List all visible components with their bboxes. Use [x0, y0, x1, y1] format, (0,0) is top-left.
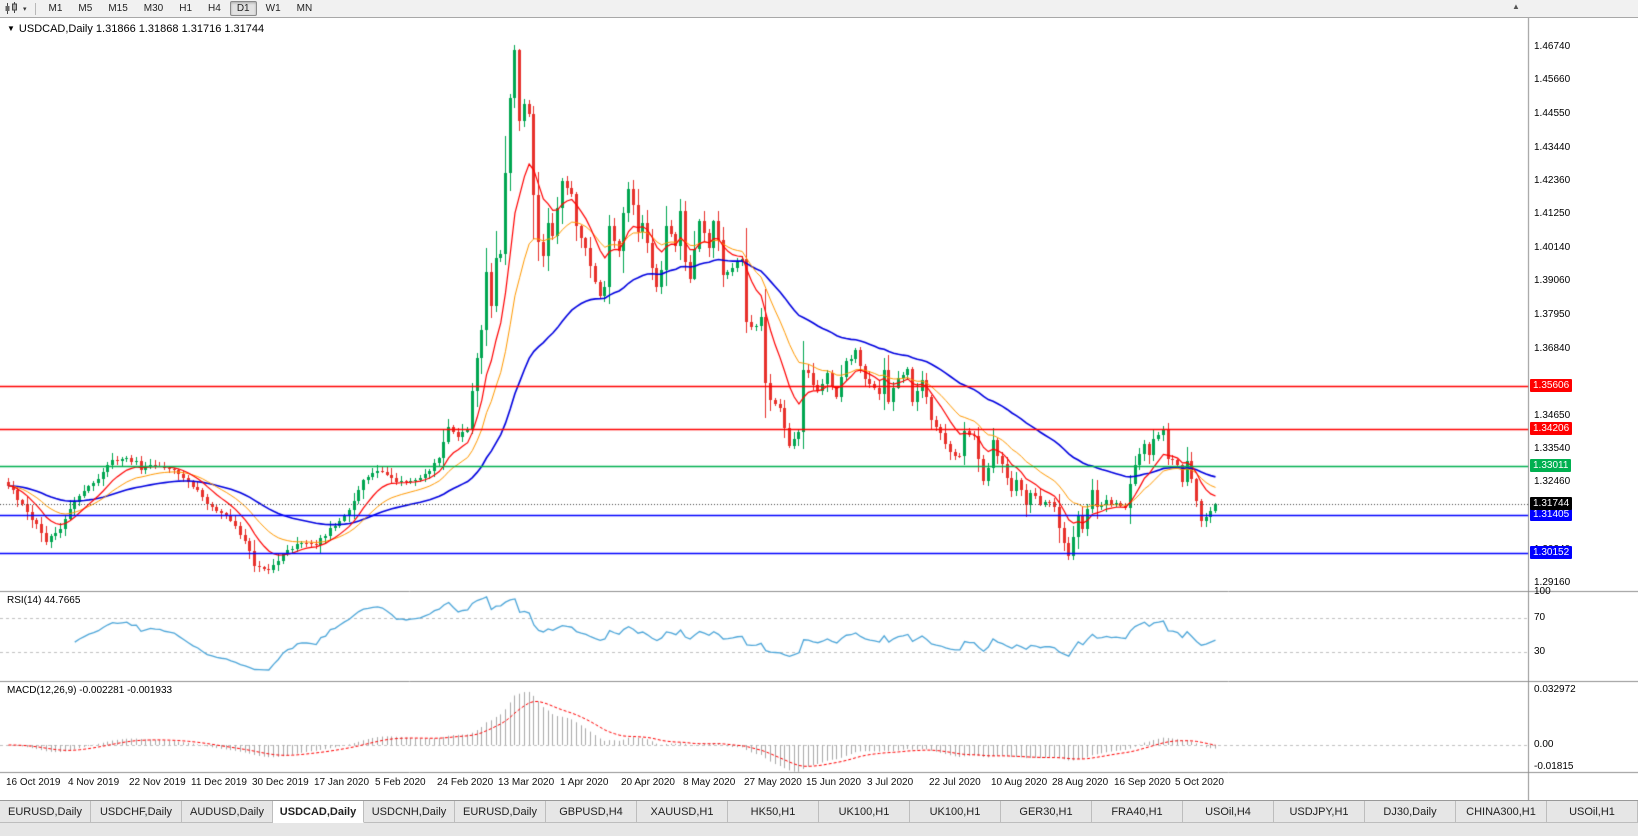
price-axis-label: 1.29160 [1534, 577, 1571, 588]
chart-tab-14-usdjpy-h1[interactable]: USDJPY,H1 [1274, 801, 1365, 823]
macd-axis-label: -0.01815 [1534, 761, 1574, 772]
rsi-indicator-label: RSI(14) 44.7665 [7, 595, 81, 606]
price-level-badge: 1.31405 [1530, 508, 1573, 521]
timeframe-button-d1[interactable]: D1 [229, 1, 257, 16]
price-level-badge: 1.35606 [1530, 379, 1573, 392]
chart-title: ▼ USDCAD,Daily 1.31866 1.31868 1.31716 1.… [7, 23, 264, 35]
price-axis-label: 1.33540 [1534, 443, 1571, 454]
price-axis-label: 1.41250 [1534, 208, 1571, 219]
macd-axis-label: 0.032972 [1534, 684, 1576, 695]
macd-axis-label: 0.00 [1534, 739, 1554, 750]
chart-type-icon[interactable] [4, 1, 22, 16]
timeframe-button-h1[interactable]: H1 [179, 3, 193, 14]
chart-tab-10-uk100-h1[interactable]: UK100,H1 [910, 801, 1001, 823]
timeframe-button-m15[interactable]: M15 [108, 3, 128, 14]
toolbar-separator [34, 2, 36, 15]
price-axis-label: 1.37950 [1534, 309, 1571, 320]
timeframe-button-h4[interactable]: H4 [208, 3, 221, 14]
timeframe-buttons: M1 M5 M15 M30 H1 H4 D1 W1 MN [41, 0, 321, 17]
macd-indicator-label: MACD(12,26,9) -0.002281 -0.001933 [7, 685, 173, 696]
rsi-level-label: 70 [1534, 612, 1546, 623]
symbol-marker-icon: ▼ [7, 24, 15, 33]
chart-tab-9-uk100-h1[interactable]: UK100,H1 [819, 801, 910, 823]
chart-tab-3-usdcad-daily[interactable]: USDCAD,Daily [273, 801, 364, 823]
price-axis[interactable]: 1.46740 1.45660 1.44550 1.43440 1.42360 1.412… [1528, 18, 1638, 800]
chart-area: ▼ USDCAD,Daily 1.31866 1.31868 1.31716 1.… [0, 18, 1638, 800]
chart-tab-1-usdchf-daily[interactable]: USDCHF,Daily [91, 801, 182, 823]
chart-tab-11-ger30-h1[interactable]: GER30,H1 [1001, 801, 1092, 823]
price-axis-label: 1.40140 [1534, 242, 1571, 253]
timeframe-toolbar: ▾ M1 M5 M15 M30 H1 H4 D1 W1 MN ▲ [0, 0, 1638, 18]
rsi-level-label: 30 [1534, 646, 1546, 657]
chart-tab-6-gbpusd-h4[interactable]: GBPUSD,H4 [546, 801, 637, 823]
price-axis-label: 1.39060 [1534, 275, 1571, 286]
chart-tab-13-usoil-h4[interactable]: USOil,H4 [1183, 801, 1274, 823]
price-level-badge: 1.30152 [1530, 546, 1573, 559]
chart-tab-12-fra40-h1[interactable]: FRA40,H1 [1092, 801, 1183, 823]
timeframe-button-w1[interactable]: W1 [265, 3, 281, 14]
chart-tab-16-china300-h1[interactable]: CHINA300,H1 [1456, 801, 1547, 823]
last-price-badge: 1.31744 [1530, 497, 1573, 510]
chart-title-text: USDCAD,Daily 1.31866 1.31868 1.31716 1.3… [18, 23, 265, 35]
chart-tab-5-eurusd-daily[interactable]: EURUSD,Daily [455, 801, 546, 823]
timeframe-button-m5[interactable]: M5 [78, 3, 93, 14]
price-axis-label: 1.32460 [1534, 476, 1571, 487]
chart-tab-8-hk50-h1[interactable]: HK50,H1 [728, 801, 819, 823]
price-axis-label: 1.43440 [1534, 142, 1571, 153]
rsi-level-label: 100 [1534, 586, 1551, 597]
chart-tab-bar: EURUSD,Daily USDCHF,Daily AUDUSD,Daily USDC… [0, 800, 1638, 836]
price-chart-canvas[interactable] [0, 18, 1638, 800]
timeframe-button-m30[interactable]: M30 [143, 3, 164, 14]
timeframe-button-m1[interactable]: M1 [48, 3, 63, 14]
chart-tab-17-usoil-h1[interactable]: USOil,H1 [1547, 801, 1638, 823]
price-axis-label: 1.45660 [1534, 74, 1571, 85]
chart-tab-2-audusd-daily[interactable]: AUDUSD,Daily [182, 801, 273, 823]
chart-tab-7-xauusd-h1[interactable]: XAUUSD,H1 [637, 801, 728, 823]
scroll-up-button[interactable]: ▲ [1512, 2, 1520, 11]
price-axis-label: 1.44550 [1534, 108, 1571, 119]
price-level-badge: 1.33011 [1530, 459, 1572, 472]
price-axis-label: 1.34650 [1534, 410, 1571, 421]
chart-type-dropdown-caret-icon[interactable]: ▾ [23, 5, 27, 13]
chart-tab-0-eurusd-daily[interactable]: EURUSD,Daily [0, 801, 91, 823]
price-axis-label: 1.42360 [1534, 175, 1571, 186]
price-level-badge: 1.34206 [1530, 422, 1573, 435]
chart-tab-4-usdcnh-daily[interactable]: USDCNH,Daily [364, 801, 455, 823]
chart-tab-15-dj30-daily[interactable]: DJ30,Daily [1365, 801, 1456, 823]
price-axis-label: 1.36840 [1534, 343, 1571, 354]
price-axis-label: 1.46740 [1534, 41, 1571, 52]
timeframe-button-mn[interactable]: MN [296, 3, 313, 14]
